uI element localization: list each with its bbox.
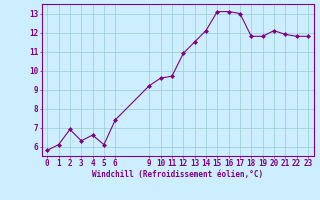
X-axis label: Windchill (Refroidissement éolien,°C): Windchill (Refroidissement éolien,°C) [92,170,263,179]
